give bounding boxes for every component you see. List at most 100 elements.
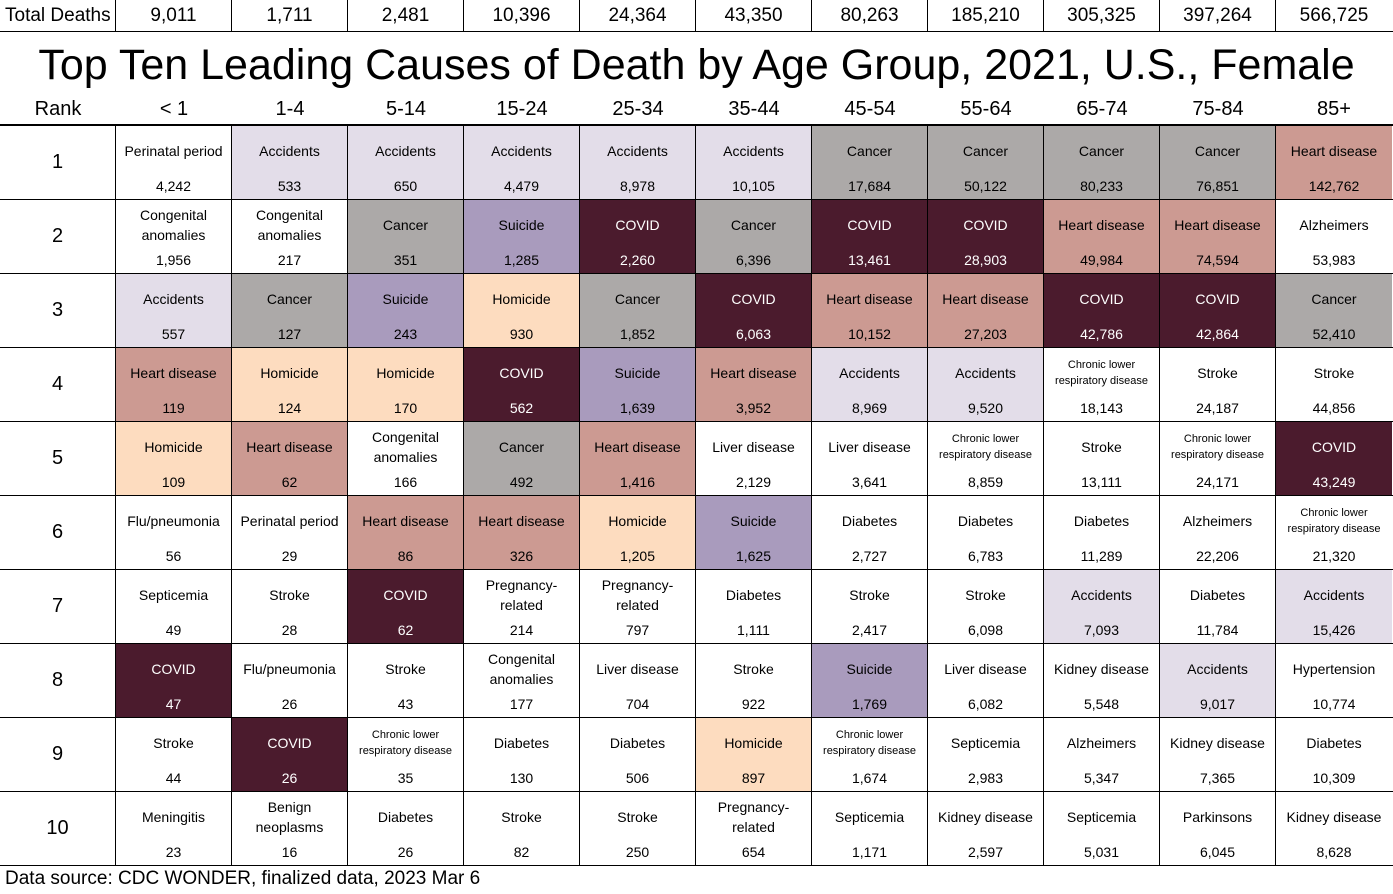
- table-cell: Accidents 15,426: [1276, 570, 1392, 643]
- rank-label: 2: [0, 200, 116, 273]
- table-cell: Accidents 557: [116, 274, 232, 347]
- death-count: 2,597: [967, 844, 1004, 860]
- cause-label: Suicide: [846, 661, 893, 677]
- table-cell: Stroke 6,098: [928, 570, 1044, 643]
- cause-label: Heart disease: [246, 439, 333, 455]
- cause-label: Heart disease: [362, 513, 449, 529]
- total-deaths-value: 9,011: [116, 0, 232, 31]
- death-count: 42,786: [1080, 326, 1123, 342]
- death-count: 6,082: [967, 696, 1004, 712]
- death-count: 243: [393, 326, 418, 342]
- table-cell: Cancer 127: [232, 274, 348, 347]
- total-deaths-value: 1,711: [232, 0, 348, 31]
- death-count: 1,285: [503, 252, 540, 268]
- death-count: 142,762: [1308, 178, 1360, 194]
- death-count: 17,684: [848, 178, 891, 194]
- cause-label: Accidents: [839, 365, 900, 381]
- total-deaths-row: Total Deaths 9,011 1,711 2,481 10,396 24,364…: [0, 0, 1393, 32]
- cause-label: Suicide: [730, 513, 777, 529]
- death-count: 8,628: [1316, 844, 1352, 860]
- cause-label: Stroke: [1313, 365, 1355, 381]
- cause-label: Flu/pneumonia: [127, 513, 220, 529]
- death-count: 50,122: [964, 178, 1007, 194]
- total-deaths-value: 43,350: [696, 0, 812, 31]
- table-cell: Accidents 10,105: [696, 126, 812, 199]
- death-count: 43: [397, 696, 414, 712]
- cause-label: COVID: [499, 365, 544, 381]
- table-cell: Stroke 922: [696, 644, 812, 717]
- death-count: 44: [165, 770, 182, 786]
- table-cell: Homicide 124: [232, 348, 348, 421]
- table-cell: Kidney disease 5,548: [1044, 644, 1160, 717]
- death-count: 326: [509, 548, 534, 564]
- death-count: 5,031: [1083, 844, 1120, 860]
- death-count: 6,396: [735, 252, 772, 268]
- death-count: 557: [161, 326, 186, 342]
- cause-label: Stroke: [733, 661, 774, 677]
- death-count: 28: [281, 622, 298, 638]
- cause-label: Homicide: [608, 513, 667, 529]
- table-cell: Accidents 8,978: [580, 126, 696, 199]
- table-cell: Heart disease 10,152: [812, 274, 928, 347]
- cause-label: Heart disease: [1290, 143, 1378, 159]
- age-group-header: 1-4: [275, 98, 305, 120]
- cause-label: Pregnancy-related: [485, 577, 558, 613]
- death-count: 23: [165, 844, 182, 860]
- cause-label: Kidney disease: [1170, 735, 1265, 751]
- age-group-header: 55-64: [960, 98, 1012, 120]
- cause-label: Congenital anomalies: [140, 207, 207, 243]
- death-count: 35: [397, 770, 414, 786]
- death-count: 127: [277, 326, 302, 342]
- cause-label: Cancer: [1194, 143, 1241, 159]
- age-group-header: 65-74: [1076, 98, 1128, 120]
- table-cell: Homicide 930: [464, 274, 580, 347]
- table-cell: COVID 6,063: [696, 274, 812, 347]
- table-cell: Homicide 109: [116, 422, 232, 495]
- death-count: 1,639: [619, 400, 656, 416]
- cause-label: Cancer: [614, 291, 661, 307]
- table-cell: Stroke 28: [232, 570, 348, 643]
- table-cell: Perinatal period 29: [232, 496, 348, 569]
- death-count: 1,852: [619, 326, 656, 342]
- cause-label: Heart disease: [594, 439, 681, 455]
- death-count: 351: [393, 252, 418, 268]
- table-cell: Diabetes 2,727: [812, 496, 928, 569]
- cause-label: Heart disease: [478, 513, 565, 529]
- death-count: 9,017: [1199, 696, 1236, 712]
- death-count: 2,417: [851, 622, 888, 638]
- table-cell: Stroke 44: [116, 718, 232, 791]
- total-deaths-value: 185,210: [928, 0, 1044, 31]
- rank-label: 4: [0, 348, 116, 421]
- death-count: 26: [281, 770, 298, 786]
- cause-label: Pregnancy-related: [601, 577, 674, 613]
- cause-label: Meningitis: [141, 809, 206, 825]
- cause-label: Kidney disease: [938, 809, 1033, 825]
- cause-label: Diabetes: [1189, 587, 1246, 603]
- death-count: 166: [393, 474, 418, 490]
- cause-label: Diabetes: [377, 809, 434, 825]
- death-count: 49: [165, 622, 182, 638]
- cause-label: Septicemia: [1066, 809, 1137, 825]
- death-count: 24,187: [1196, 400, 1239, 416]
- table-cell: Liver disease 2,129: [696, 422, 812, 495]
- cause-label: COVID: [267, 735, 312, 751]
- death-count: 53,983: [1312, 252, 1356, 268]
- cause-label: Homicide: [376, 365, 435, 381]
- cause-label: Accidents: [955, 365, 1016, 381]
- table-cell: Suicide 1,769: [812, 644, 928, 717]
- table-cell: Kidney disease 8,628: [1276, 792, 1392, 865]
- death-count: 10,774: [1312, 696, 1356, 712]
- cause-label: Accidents: [1071, 587, 1132, 603]
- death-count: 27,203: [964, 326, 1007, 342]
- death-count: 82: [513, 844, 530, 860]
- cause-label: Diabetes: [957, 513, 1014, 529]
- death-count: 47: [165, 696, 182, 712]
- cause-label: Alzheimers: [1299, 217, 1369, 233]
- cause-label: COVID: [1311, 439, 1357, 455]
- cause-label: Cancer: [846, 143, 893, 159]
- death-count: 704: [625, 696, 650, 712]
- cause-label: COVID: [383, 587, 428, 603]
- cause-label: COVID: [847, 217, 892, 233]
- cause-label: Perinatal period: [240, 513, 339, 529]
- cause-label: Stroke: [1081, 439, 1122, 455]
